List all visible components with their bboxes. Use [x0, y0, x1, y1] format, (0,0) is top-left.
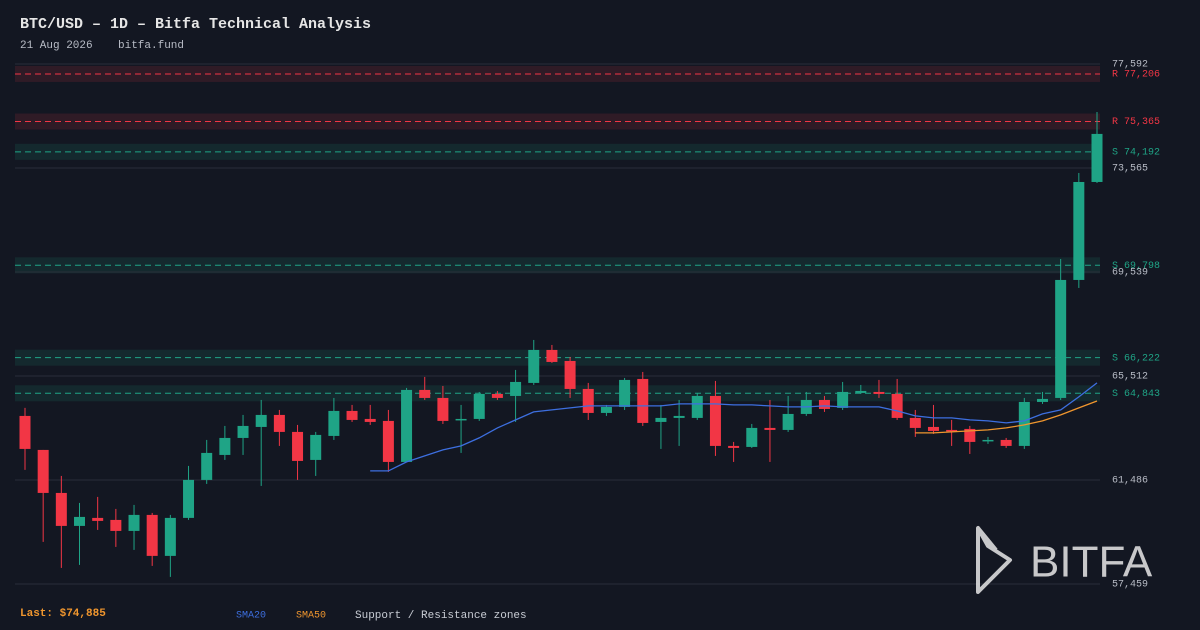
chart-title: BTC/USD – 1D – Bitfa Technical Analysis	[20, 16, 371, 33]
candle-body	[92, 517, 104, 521]
candle-body	[491, 393, 503, 398]
source: bitfa.fund	[118, 40, 184, 52]
candle-body	[673, 415, 685, 418]
candle-body	[201, 452, 213, 480]
candle-body	[709, 395, 721, 446]
candle-body	[946, 429, 958, 432]
legend-sma50: SMA50	[296, 611, 326, 622]
candle-body	[55, 492, 67, 526]
candle-body	[582, 388, 594, 413]
y-tick-label: 65,512	[1112, 372, 1148, 383]
candle-body	[310, 434, 322, 460]
y-tick-label: 69,539	[1112, 268, 1148, 279]
candle-body	[818, 399, 830, 409]
sma-line	[915, 400, 1098, 434]
legend-zones: Support / Resistance zones	[355, 610, 527, 622]
candle-body	[437, 397, 449, 421]
y-tick-label: 77,592	[1112, 60, 1148, 71]
candle-body	[1055, 279, 1067, 398]
candle-body	[964, 428, 976, 442]
candle-body	[909, 417, 921, 428]
candle-body	[546, 349, 558, 362]
candle-body	[110, 519, 122, 531]
zone-label: S 64,843	[1112, 389, 1160, 400]
candle-body	[419, 389, 431, 398]
candle-body	[401, 389, 413, 462]
candle-body	[655, 417, 667, 422]
candle-body	[1036, 398, 1048, 402]
candle-body	[473, 393, 485, 419]
candle-body	[746, 427, 758, 447]
candle-body	[764, 427, 776, 430]
watermark-text: BITFA	[1030, 538, 1153, 587]
date: 21 Aug 2026	[20, 40, 93, 52]
candle-body	[128, 514, 140, 531]
candle-body	[1018, 401, 1030, 446]
candle-body	[328, 410, 340, 436]
candle-body	[927, 426, 939, 431]
watermark: BITFA	[976, 526, 1153, 594]
candle-body	[455, 418, 467, 421]
candle-body	[891, 393, 903, 418]
zone-label: R 75,365	[1112, 117, 1160, 128]
zone-label: S 74,192	[1112, 147, 1160, 158]
candle-body	[364, 418, 376, 422]
candle-body	[146, 514, 158, 556]
zone-label: S 69,798	[1112, 261, 1160, 272]
candle-body	[837, 391, 849, 408]
zone-label: R 77,206	[1112, 70, 1160, 81]
candle-body	[728, 445, 740, 448]
zone-label: S 66,222	[1112, 353, 1160, 364]
candle-body	[1000, 439, 1012, 446]
candle-body	[255, 414, 267, 427]
candle-body	[637, 378, 649, 423]
candle-body	[982, 439, 994, 442]
y-tick-label: 57,459	[1112, 580, 1148, 591]
grid-layer: 57,459 61,486 65,512 69,539 73,565 77,592	[15, 60, 1148, 591]
candle-body	[1073, 181, 1085, 280]
candle-body	[619, 379, 631, 407]
candle-body	[219, 437, 231, 455]
candle-body	[691, 395, 703, 418]
candle-body	[510, 381, 522, 396]
candle-body	[1091, 133, 1103, 182]
logo-icon	[976, 526, 1012, 594]
candle-body	[164, 517, 176, 556]
candle-body	[382, 420, 394, 462]
candle-body	[183, 479, 195, 518]
candle-body	[873, 391, 885, 394]
candle-body	[564, 360, 576, 389]
candle-body	[600, 406, 612, 413]
zones-layer: R 77,206 R 75,365 S 74,192 S 69,798 S 66,222…	[15, 65, 1160, 402]
candle-body	[528, 349, 540, 383]
candle-body	[19, 415, 31, 449]
candle-body	[74, 516, 86, 526]
legend-sma20: SMA20	[236, 611, 266, 622]
candle-body	[782, 413, 794, 430]
y-tick-label: 61,486	[1112, 476, 1148, 487]
candle-body	[855, 390, 867, 393]
last-price: Last: $74,885	[20, 608, 106, 620]
y-tick-label: 73,565	[1112, 164, 1148, 175]
sma-line	[370, 382, 1098, 472]
candle-body	[273, 414, 285, 432]
candle-body	[292, 431, 304, 461]
candle-body	[237, 425, 249, 438]
candle-body	[346, 410, 358, 420]
candle-body	[37, 449, 49, 493]
marks-layer	[19, 111, 1103, 577]
